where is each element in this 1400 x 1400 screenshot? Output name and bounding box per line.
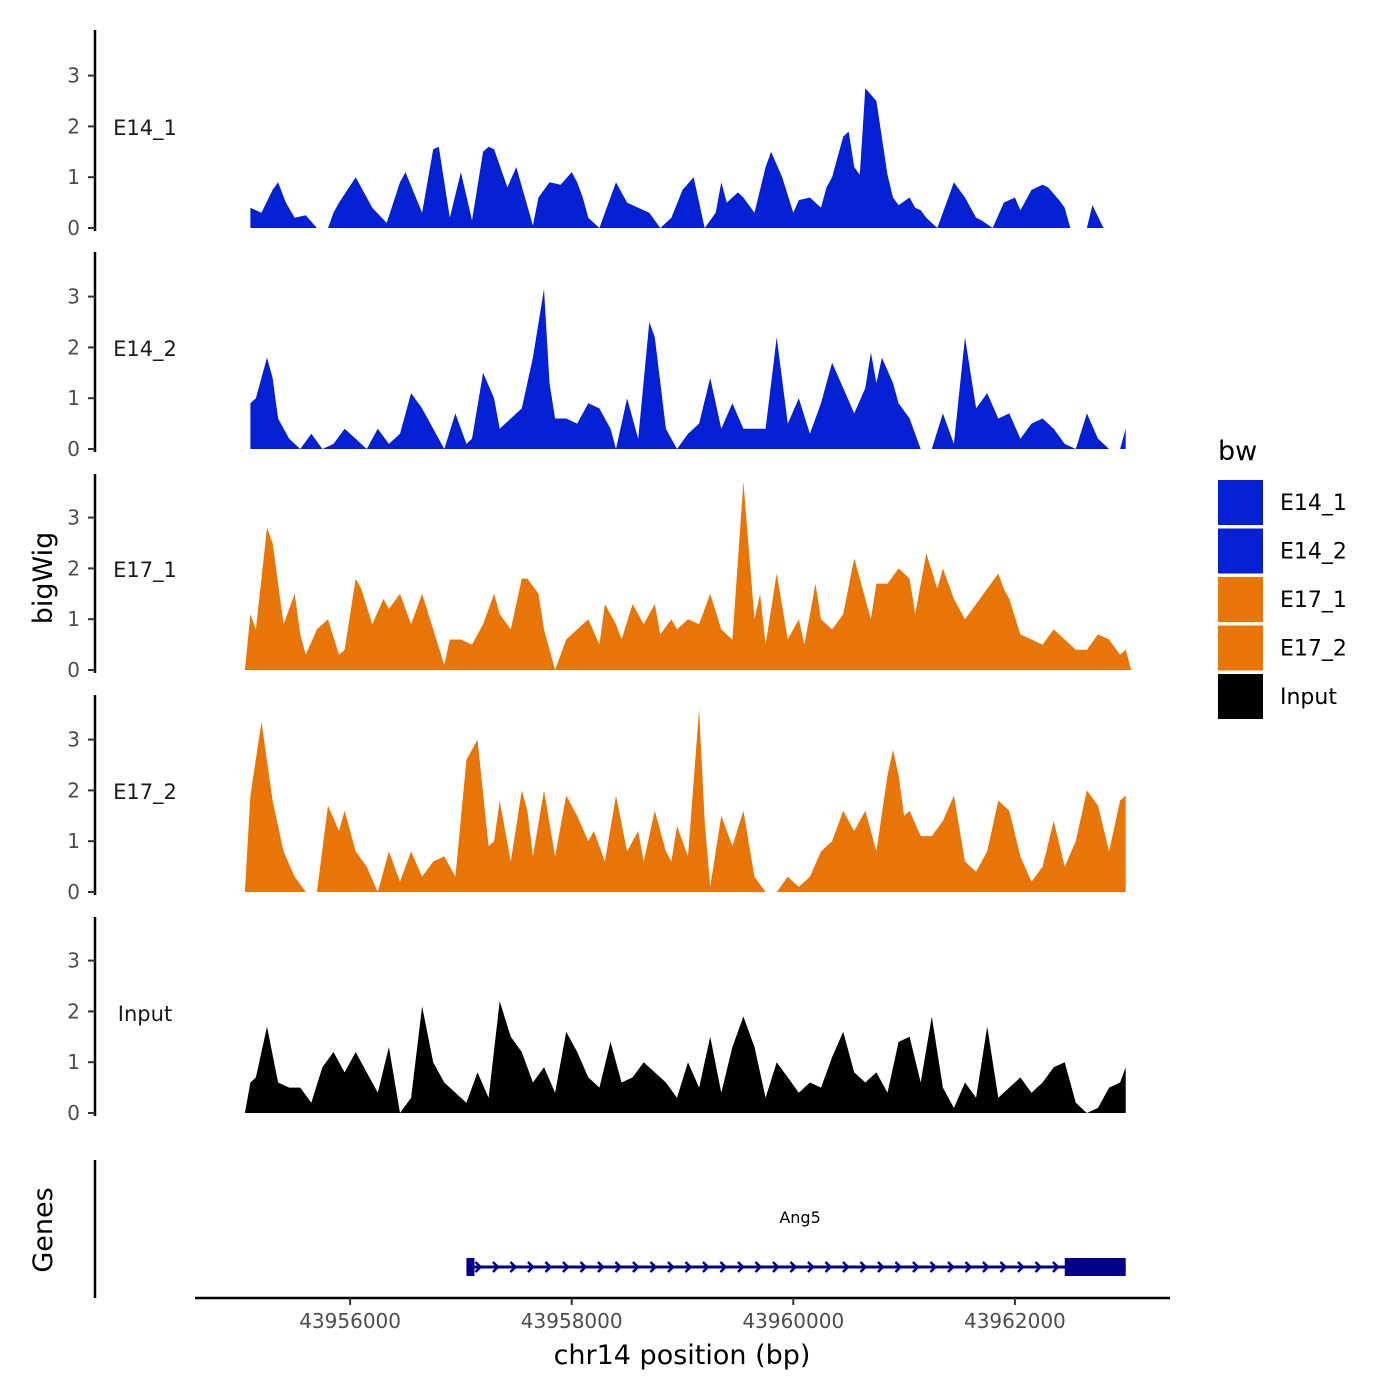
strand-chevron <box>877 1261 885 1273</box>
x-axis: 43956000 43958000 43960000 43962000 <box>195 1296 1170 1333</box>
track-e17-1: 0 1 2 3 E17_1 <box>67 474 1132 682</box>
strand-chevron <box>789 1261 798 1273</box>
strand-chevron <box>649 1261 658 1273</box>
y-tick-label: 1 <box>67 607 80 631</box>
track-e17-2: 0 1 2 3 E17_2 <box>67 695 1126 904</box>
strand-chevron <box>964 1261 973 1273</box>
y-tick-label: 1 <box>67 1050 80 1074</box>
strand-chevron <box>474 1261 483 1273</box>
track-label: E14_2 <box>113 337 177 362</box>
strand-chevron <box>894 1261 903 1273</box>
track-label: E17_2 <box>113 780 177 805</box>
track-label: Input <box>118 1002 172 1026</box>
strand-chevron <box>719 1261 728 1273</box>
gene-name: Ang5 <box>779 1208 820 1227</box>
y-tick-label: 1 <box>67 165 80 189</box>
legend-key <box>1218 577 1263 622</box>
legend-key <box>1218 528 1263 574</box>
strand-chevron <box>947 1261 955 1273</box>
track-e14-1: 0 1 2 3 E14_1 <box>67 30 1126 240</box>
legend-title: bw <box>1218 436 1257 467</box>
track-e14-2: 0 1 2 3 E14_2 <box>67 252 1126 461</box>
coverage-area <box>244 482 1132 670</box>
strand-chevron <box>562 1261 570 1273</box>
gene-track: Ang5 <box>93 1160 1126 1298</box>
strand-chevron <box>999 1261 1008 1273</box>
strand-chevron <box>912 1261 920 1273</box>
gene-ang5: Ang5 <box>466 1208 1126 1276</box>
coverage-area <box>250 289 1126 449</box>
strand-chevron <box>1034 1261 1043 1273</box>
strand-chevron <box>807 1261 815 1273</box>
strand-chevron <box>1052 1261 1060 1273</box>
strand-chevron <box>772 1261 780 1273</box>
genes-axis-title: Genes <box>28 1187 59 1272</box>
track-label: E14_1 <box>113 116 177 141</box>
strand-chevron <box>684 1261 693 1273</box>
strand-chevron <box>579 1261 588 1273</box>
strand-chevron <box>1017 1261 1025 1273</box>
y-tick-label: 3 <box>67 506 80 530</box>
strand-chevron <box>824 1261 833 1273</box>
y-tick-label: 0 <box>67 880 80 904</box>
y-tick-label: 2 <box>67 778 80 802</box>
strand-chevron <box>544 1261 553 1273</box>
y-tick-label: 2 <box>67 114 80 138</box>
legend-label: E17_2 <box>1280 637 1347 662</box>
strand-chevron <box>982 1261 990 1273</box>
strand-chevron <box>509 1261 518 1273</box>
x-axis-title: chr14 position (bp) <box>554 1340 811 1371</box>
strand-chevron <box>492 1261 500 1273</box>
strand-chevron <box>842 1261 850 1273</box>
coverage-area <box>244 709 1126 892</box>
x-tick-label: 43958000 <box>521 1309 623 1333</box>
y-tick-label: 0 <box>67 437 80 461</box>
y-axis-title: bigWig <box>28 532 59 625</box>
y-tick-label: 2 <box>67 335 80 359</box>
legend-label: E17_1 <box>1280 588 1347 613</box>
legend-label: E14_2 <box>1280 540 1347 565</box>
y-tick-label: 0 <box>67 658 80 682</box>
coverage-area <box>250 88 1126 228</box>
y-tick-label: 1 <box>67 829 80 853</box>
y-tick-label: 1 <box>67 386 80 410</box>
gene-exon <box>1064 1258 1126 1276</box>
legend: bw E14_1 E14_2 E17_1 E17_2 Input <box>1218 436 1347 719</box>
coverage-area <box>244 1001 1126 1113</box>
y-tick-label: 3 <box>67 728 80 752</box>
y-tick-label: 3 <box>67 64 80 88</box>
y-tick-label: 2 <box>67 556 80 580</box>
y-tick-label: 2 <box>67 999 80 1023</box>
legend-key <box>1218 625 1263 671</box>
strand-chevron <box>667 1261 675 1273</box>
strand-chevron <box>632 1261 640 1273</box>
y-tick-label: 3 <box>67 949 80 973</box>
y-tick-label: 0 <box>67 216 80 240</box>
x-tick-label: 43960000 <box>742 1309 844 1333</box>
track-label: E17_1 <box>113 558 177 583</box>
strand-chevron <box>929 1261 938 1273</box>
strand-chevron <box>527 1261 535 1273</box>
strand-chevron <box>754 1261 763 1273</box>
gene-exon <box>466 1258 475 1276</box>
tracks-layer: 0 1 2 3 E14_1 0 1 2 3 E14_2 0 1 2 3 E17_1 0 1 2 3 E17_2 0 1 2 3… <box>67 30 1132 1125</box>
track-input: 0 1 2 3 Input <box>67 917 1126 1125</box>
legend-key <box>1218 674 1263 719</box>
strand-chevron <box>737 1261 745 1273</box>
strand-chevron <box>859 1261 868 1273</box>
strand-chevron <box>614 1261 623 1273</box>
legend-label: E14_1 <box>1280 491 1347 516</box>
legend-key <box>1218 480 1263 525</box>
y-tick-label: 0 <box>67 1101 80 1125</box>
strand-chevron <box>702 1261 710 1273</box>
legend-label: Input <box>1280 685 1337 710</box>
x-tick-label: 43962000 <box>964 1309 1066 1333</box>
y-tick-label: 3 <box>67 285 80 309</box>
strand-chevron <box>597 1261 605 1273</box>
x-tick-label: 43956000 <box>299 1309 401 1333</box>
